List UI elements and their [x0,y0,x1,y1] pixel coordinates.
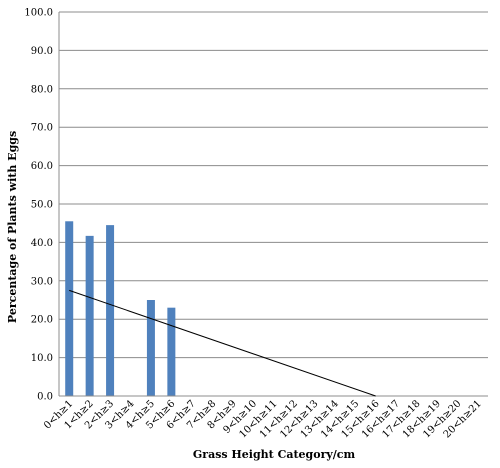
y-tick-label: 50.0 [31,200,53,211]
y-tick-label: 40.0 [31,238,53,249]
bar [65,221,74,396]
y-tick-labels: 0.0 10.0 20.0 30.0 40.0 50.0 60.0 70.0 80.0 90.0 1… [24,8,53,403]
bar [85,235,94,396]
x-tick-labels: 0<h≥11<h≥22<h≥33<h≥44<h≥55<h≥66<h≥77<h≥8… [42,398,484,440]
trendline-layer [69,289,376,397]
bar [167,307,176,396]
y-tick-label: 10.0 [31,353,53,364]
y-tick-label: 20.0 [31,315,53,326]
y-tick-label: 60.0 [31,161,53,172]
y-tick-label: 30.0 [31,276,53,287]
y-tick-label: 80.0 [31,84,53,95]
bar [106,225,115,396]
y-tick-label: 0.0 [37,392,53,403]
y-tick-label: 100.0 [24,8,53,19]
bar [146,300,155,396]
trendline [69,289,376,397]
bars [65,221,176,396]
y-tick-label: 90.0 [31,46,53,57]
x-axis-title: Grass Height Category/cm [193,448,356,461]
y-tick-label: 70.0 [31,123,53,134]
axes [58,12,488,397]
y-axis-title: Percentage of Plants with Eggs [6,131,19,323]
grid-lines [59,11,488,359]
